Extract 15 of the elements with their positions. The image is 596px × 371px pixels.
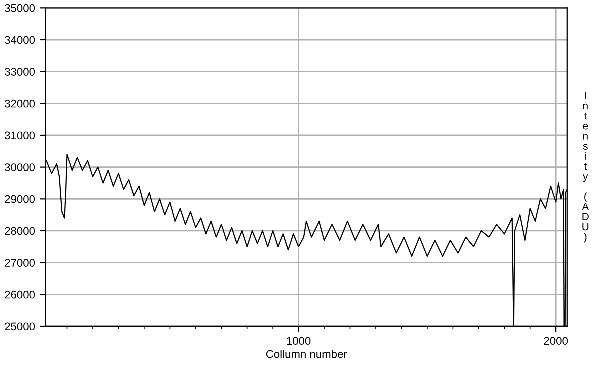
y-tick-label: 31000 (5, 132, 36, 140)
y-tick-label: 26000 (5, 290, 36, 299)
y-tick-label: 33000 (5, 68, 36, 76)
y-tick-label: 35000 (5, 4, 36, 12)
y-tick-label: 27000 (5, 259, 36, 267)
y-tick-label: 28000 (5, 227, 36, 236)
x-axis-title: Collumn number (266, 350, 348, 358)
y-tick-label: 25000 (5, 322, 36, 331)
y-tick-label: 29000 (5, 195, 36, 204)
y-tick-label: 30000 (5, 164, 36, 172)
x-tick-label: 1000 (287, 337, 311, 346)
y-tick-label: 32000 (5, 100, 36, 108)
text: Intensity (ADU) (582, 92, 590, 243)
y-tick-label: 34000 (5, 36, 36, 44)
x-tick-label: 2000 (544, 337, 568, 346)
